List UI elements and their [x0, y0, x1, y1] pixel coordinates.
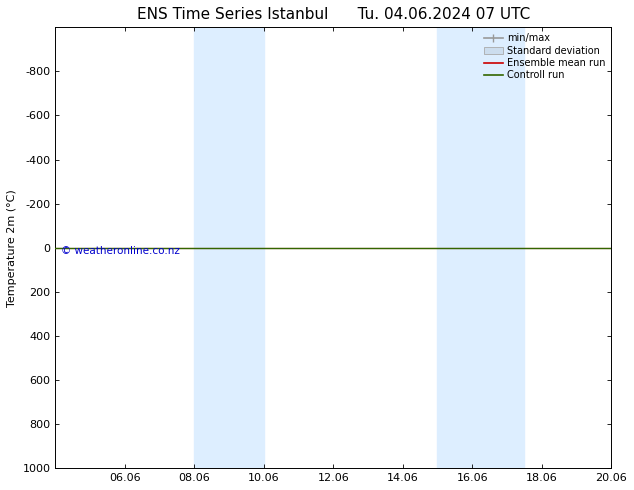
Text: © weatheronline.co.nz: © weatheronline.co.nz — [61, 245, 180, 255]
Legend: min/max, Standard deviation, Ensemble mean run, Controll run: min/max, Standard deviation, Ensemble me… — [480, 29, 609, 84]
Bar — [194, 27, 264, 468]
Title: ENS Time Series Istanbul      Tu. 04.06.2024 07 UTC: ENS Time Series Istanbul Tu. 04.06.2024 … — [137, 7, 530, 22]
Bar — [437, 27, 524, 468]
Y-axis label: Temperature 2m (°C): Temperature 2m (°C) — [7, 189, 17, 307]
